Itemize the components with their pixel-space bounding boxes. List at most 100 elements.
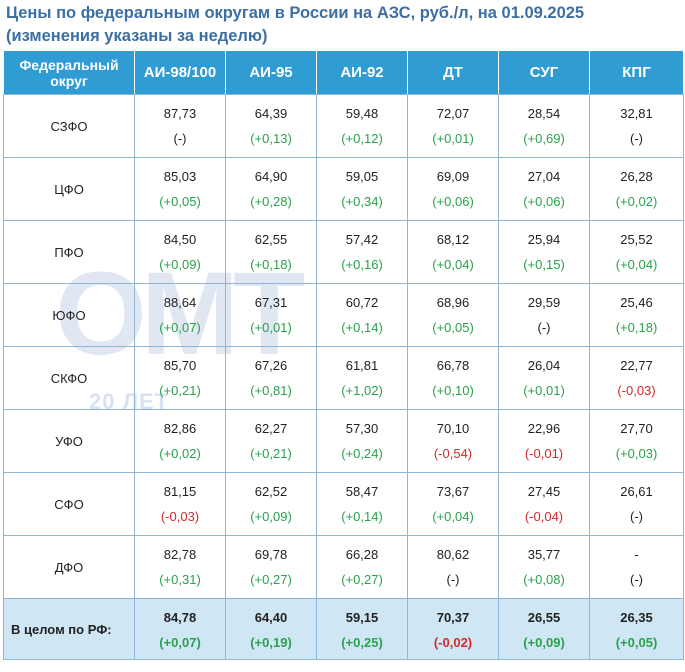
price-change: (+0,04) — [432, 509, 474, 524]
price-cell-dt: 73,67 (+0,04) — [407, 472, 499, 536]
price-change: (-0,03) — [160, 509, 200, 524]
price-change: (+0,01) — [250, 320, 292, 335]
price-cell-ai95: 62,27 (+0,21) — [225, 409, 317, 473]
price-cell-ai92: 59,15 (+0,25) — [316, 598, 408, 660]
price-cell-ai95: 67,31 (+0,01) — [225, 283, 317, 347]
price-value: 26,35 — [620, 610, 653, 625]
price-value: 81,15 — [163, 484, 197, 499]
price-cell-ai98: 85,03 (+0,05) — [134, 157, 226, 221]
price-change: (-) — [173, 131, 187, 146]
price-value: 64,39 — [254, 106, 288, 121]
title-line-2: (изменения указаны за неделю) — [6, 27, 268, 45]
price-value: 68,12 — [436, 232, 470, 247]
price-cell-ai92: 59,05 (+0,34) — [316, 157, 408, 221]
price-value: - — [634, 547, 639, 562]
column-header-ai98: АИ-98/100 — [134, 50, 226, 95]
price-value: 35,77 — [527, 547, 561, 562]
price-change: (+0,27) — [250, 572, 292, 587]
price-change: (+0,14) — [341, 509, 383, 524]
price-change: (-0,03) — [617, 383, 656, 398]
price-change: (+0,10) — [432, 383, 474, 398]
price-value: 26,61 — [620, 484, 653, 499]
price-cell-lpg: 35,77 (+0,08) — [498, 535, 590, 599]
price-change: (+0,15) — [523, 257, 565, 272]
price-cell-lpg: 22,96 (-0,01) — [498, 409, 590, 473]
price-cell-lpg: 26,55 (+0,09) — [498, 598, 590, 660]
price-change: (+0,01) — [432, 131, 474, 146]
price-cell-dt: 80,62 (-) — [407, 535, 499, 599]
price-change: (+0,14) — [341, 320, 383, 335]
price-cell-ai98: 82,78 (+0,31) — [134, 535, 226, 599]
price-value: 62,27 — [254, 421, 288, 436]
table-row: ЮФО 88,64 (+0,07) 67,31 (+0,01) 60,72 (+0,14) 6… — [3, 283, 684, 347]
price-cell-lpg: 27,45 (-0,04) — [498, 472, 590, 536]
title-line-1: Цены по федеральным округам в России на … — [6, 4, 585, 22]
price-cell-ai98: 82,86 (+0,02) — [134, 409, 226, 473]
price-change: (+0,69) — [523, 131, 565, 146]
price-cell-ai95: 62,55 (+0,18) — [225, 220, 317, 284]
price-change: (+0,27) — [341, 572, 383, 587]
price-value: 67,31 — [254, 295, 288, 310]
price-change: (+0,06) — [523, 194, 565, 209]
price-cell-ai95: 64,40 (+0,19) — [225, 598, 317, 660]
price-cell-cng: 27,70 (+0,03) — [589, 409, 684, 473]
price-change: (+0,18) — [615, 320, 658, 335]
price-change: (+0,13) — [250, 131, 292, 146]
price-change: (+0,21) — [250, 446, 292, 461]
region-cell: СКФО — [3, 346, 135, 410]
price-change: (-0,02) — [433, 635, 473, 650]
price-value: 59,15 — [345, 610, 379, 625]
table-row: СФО 81,15 (-0,03) 62,52 (+0,09) 58,47 (+0,14) 7… — [3, 472, 684, 536]
price-value: 82,86 — [163, 421, 197, 436]
price-value: 25,52 — [620, 232, 653, 247]
table-body: СЗФО 87,73 (-) 64,39 (+0,13) 59,48 (+0,12) 72,0… — [3, 94, 684, 660]
price-change: (+0,07) — [159, 635, 201, 650]
price-change: (+0,31) — [159, 572, 201, 587]
price-value: 29,59 — [527, 295, 561, 310]
price-change: (+0,21) — [159, 383, 201, 398]
price-value: 26,28 — [620, 169, 653, 184]
price-cell-lpg: 26,04 (+0,01) — [498, 346, 590, 410]
price-change: (+0,02) — [159, 446, 201, 461]
price-cell-lpg: 28,54 (+0,69) — [498, 94, 590, 158]
price-cell-dt: 70,37 (-0,02) — [407, 598, 499, 660]
price-value: 57,30 — [345, 421, 379, 436]
price-value: 80,62 — [436, 547, 470, 562]
region-cell: ПФО — [3, 220, 135, 284]
price-cell-ai95: 69,78 (+0,27) — [225, 535, 317, 599]
price-cell-lpg: 27,04 (+0,06) — [498, 157, 590, 221]
region-cell: СЗФО — [3, 94, 135, 158]
price-value: 26,55 — [527, 610, 561, 625]
price-change: (+0,25) — [341, 635, 383, 650]
price-cell-cng: 25,52 (+0,04) — [589, 220, 684, 284]
price-change: (+0,06) — [432, 194, 474, 209]
page-title: Цены по федеральным округам в России на … — [6, 2, 676, 48]
price-change: (+0,01) — [523, 383, 565, 398]
price-change: (+0,05) — [615, 635, 658, 650]
price-value: 84,78 — [163, 610, 197, 625]
table-row: СКФО 85,70 (+0,21) 67,26 (+0,81) 61,81 (+1,02)… — [3, 346, 684, 410]
table-total-row: В целом по РФ: 84,78 (+0,07) 64,40 (+0,19) 59… — [3, 598, 684, 660]
table-row: УФО 82,86 (+0,02) 62,27 (+0,21) 57,30 (+0,24) 7… — [3, 409, 684, 473]
price-value: 61,81 — [345, 358, 379, 373]
price-change: (+0,04) — [615, 257, 658, 272]
price-change: (+0,16) — [341, 257, 383, 272]
price-value: 70,37 — [436, 610, 470, 625]
price-change: (-) — [630, 131, 643, 146]
region-cell: УФО — [3, 409, 135, 473]
price-value: 72,07 — [436, 106, 470, 121]
price-change: (+0,05) — [432, 320, 474, 335]
column-header-dt: ДТ — [407, 50, 499, 95]
price-value: 69,78 — [254, 547, 288, 562]
price-cell-dt: 68,96 (+0,05) — [407, 283, 499, 347]
price-cell-ai92: 57,30 (+0,24) — [316, 409, 408, 473]
table-header-row: Федеральный округ АИ-98/100 АИ-95 АИ-92 … — [3, 50, 684, 95]
price-change: (+0,24) — [341, 446, 383, 461]
price-change: (+1,02) — [341, 383, 383, 398]
price-value: 88,64 — [163, 295, 197, 310]
price-cell-ai98: 87,73 (-) — [134, 94, 226, 158]
price-value: 64,90 — [254, 169, 288, 184]
price-cell-ai95: 67,26 (+0,81) — [225, 346, 317, 410]
price-value: 84,50 — [163, 232, 197, 247]
price-cell-cng: 26,61 (-) — [589, 472, 684, 536]
